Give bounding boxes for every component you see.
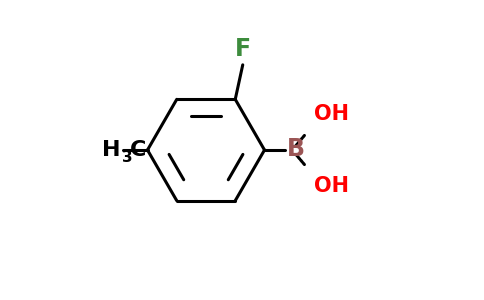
Text: 3: 3	[121, 150, 132, 165]
Text: C: C	[130, 140, 147, 160]
Text: F: F	[235, 37, 251, 61]
Text: H: H	[102, 140, 121, 160]
Text: OH: OH	[314, 176, 349, 196]
Text: B: B	[287, 137, 305, 161]
Text: OH: OH	[314, 104, 349, 124]
